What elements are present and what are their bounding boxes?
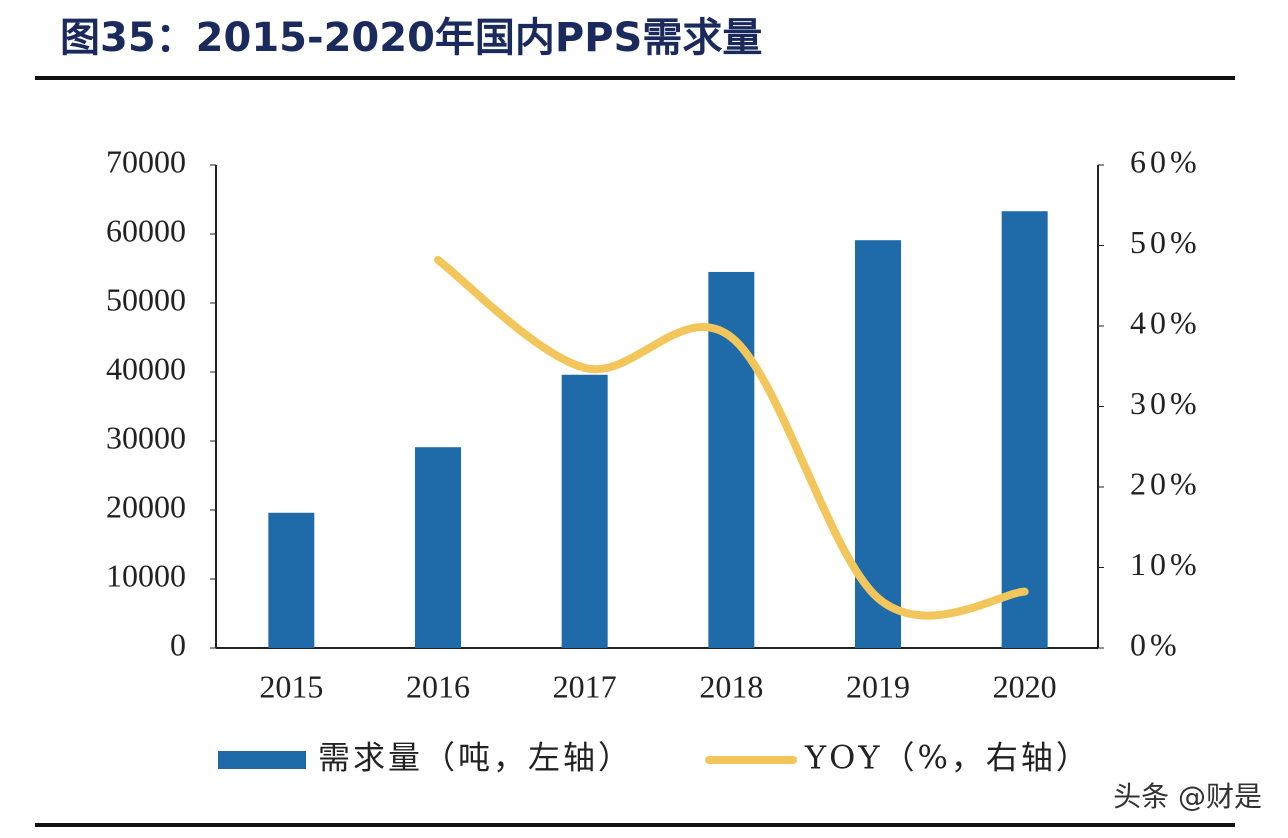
y2-tick-label: 0% <box>1130 626 1181 662</box>
x-tick-label: 2019 <box>846 668 910 704</box>
bar <box>855 240 901 648</box>
y-tick-label: 0 <box>170 626 186 662</box>
bar <box>268 512 315 648</box>
y-tick-label: 30000 <box>106 419 186 455</box>
y2-tick-label: 50% <box>1130 224 1201 260</box>
x-tick-label: 2020 <box>993 668 1057 704</box>
line <box>434 255 1029 620</box>
x-tick-label: 2018 <box>699 668 763 704</box>
watermark: 头条 @财是 <box>1113 780 1262 813</box>
y2-tick-label: 20% <box>1130 465 1201 501</box>
y-tick-label: 40000 <box>106 350 186 386</box>
bar <box>561 374 608 648</box>
chart-title: 图35：2015-2020年国内PPS需求量 <box>60 15 762 61</box>
bar <box>1001 211 1048 649</box>
y-tick-label: 10000 <box>106 557 186 593</box>
legend-label: 需求量（吨，左轴） <box>318 739 633 777</box>
x-tick-label: 2017 <box>553 668 617 704</box>
y2-tick-label: 60% <box>1130 143 1201 179</box>
legend-label: YOY（%，右轴） <box>804 739 1091 777</box>
y-tick-label: 20000 <box>106 488 186 524</box>
y-tick-label: 60000 <box>106 212 186 248</box>
bottom-rule <box>35 823 1235 827</box>
y-tick-label: 70000 <box>106 143 186 179</box>
y2-tick-label: 10% <box>1130 546 1201 582</box>
x-tick-label: 2016 <box>406 668 470 704</box>
y2-tick-label: 30% <box>1130 385 1201 421</box>
bar <box>415 447 461 648</box>
legend-swatch <box>218 751 306 769</box>
y-tick-label: 50000 <box>106 281 186 317</box>
title-rule <box>35 76 1235 80</box>
x-tick-label: 2015 <box>259 668 323 704</box>
y2-tick-label: 40% <box>1130 304 1201 340</box>
